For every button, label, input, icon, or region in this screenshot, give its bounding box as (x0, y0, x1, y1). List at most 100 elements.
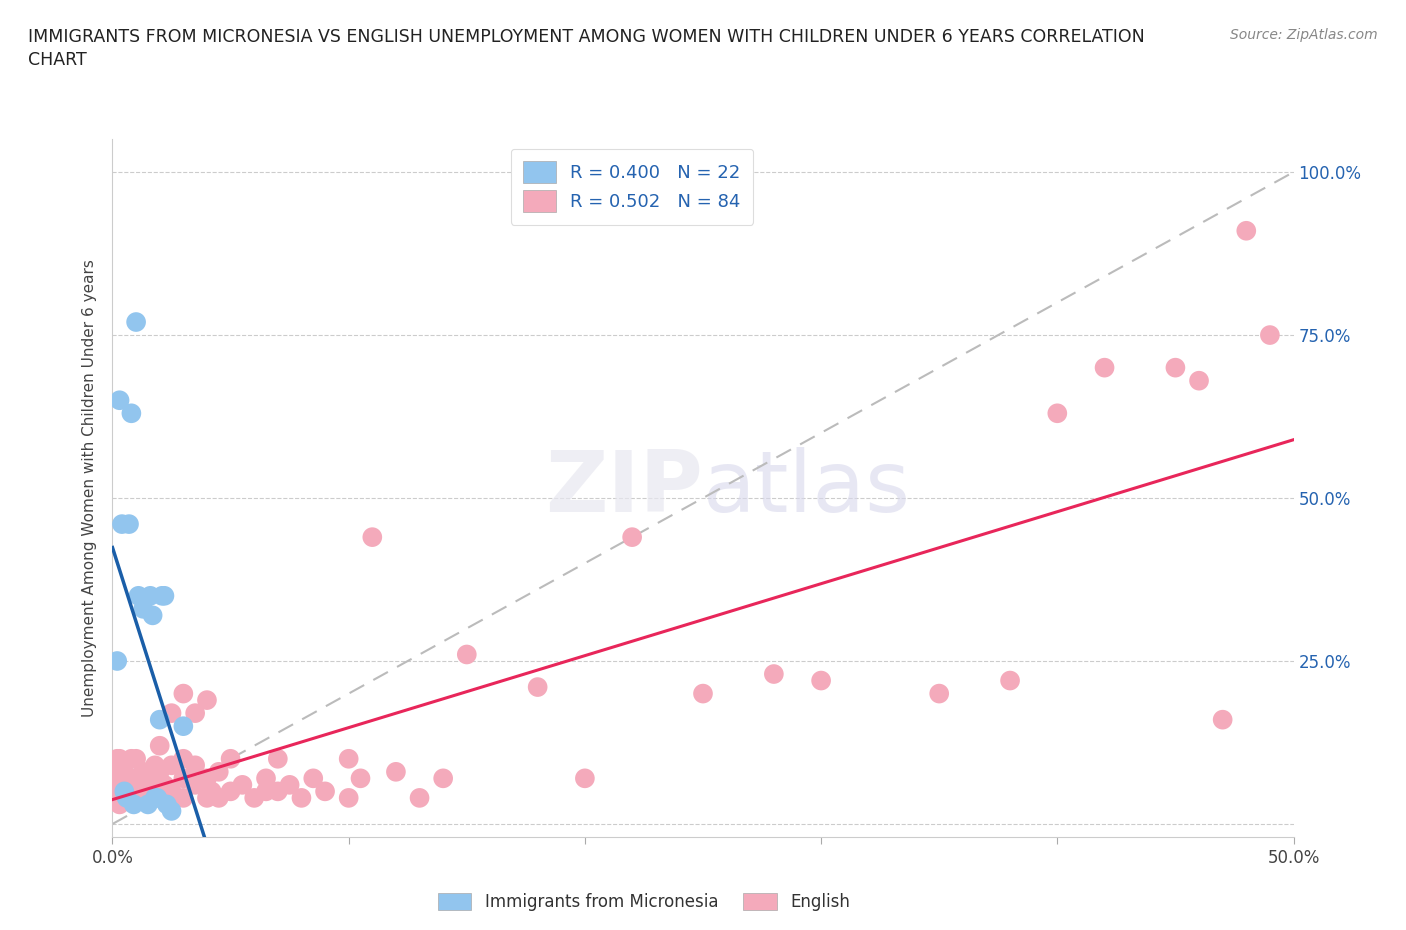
Point (1164, 360, 1187, 375)
Point (112, 758, 135, 773)
Point (208, 764, 231, 779)
Point (160, 758, 183, 773)
Point (762, 667, 785, 682)
Point (127, 589, 149, 604)
Point (156, 797, 179, 812)
Point (361, 530, 384, 545)
Y-axis label: Unemployment Among Women with Children Under 6 years: Unemployment Among Women with Children U… (82, 259, 97, 717)
Point (136, 797, 159, 812)
Point (105, 654, 128, 669)
Point (201, 784, 224, 799)
Point (125, 790, 148, 805)
Point (115, 771, 138, 786)
Point (150, 589, 173, 604)
Text: IMMIGRANTS FROM MICRONESIA VS ENGLISH UNEMPLOYMENT AMONG WOMEN WITH CHILDREN UND: IMMIGRANTS FROM MICRONESIA VS ENGLISH UN… (28, 28, 1144, 46)
Point (112, 784, 135, 799)
Point (1212, 712, 1234, 727)
Point (267, 784, 290, 799)
Point (243, 790, 266, 805)
Text: atlas: atlas (703, 446, 911, 530)
Point (621, 530, 644, 545)
Point (108, 784, 131, 799)
Point (184, 706, 207, 721)
Point (108, 797, 131, 812)
Point (928, 686, 950, 701)
Point (153, 777, 176, 792)
Point (105, 764, 128, 779)
Point (132, 602, 155, 617)
Point (172, 771, 194, 786)
Point (111, 517, 134, 532)
Point (172, 719, 194, 734)
Point (385, 764, 408, 779)
Point (195, 790, 218, 805)
Point (120, 405, 142, 420)
Point (302, 771, 325, 786)
Point (112, 777, 135, 792)
Point (111, 784, 134, 799)
Point (184, 777, 207, 792)
Text: ZIP: ZIP (546, 446, 703, 530)
Point (112, 790, 135, 805)
Point (115, 784, 138, 799)
Point (146, 790, 169, 805)
Point (692, 686, 714, 701)
Point (195, 771, 218, 786)
Legend: Immigrants from Micronesia, English: Immigrants from Micronesia, English (430, 884, 858, 920)
Point (149, 764, 172, 779)
Point (120, 751, 142, 766)
Point (337, 790, 360, 805)
Point (129, 784, 152, 799)
Point (208, 790, 231, 805)
Point (105, 751, 128, 766)
Point (231, 777, 253, 792)
Point (432, 771, 454, 786)
Point (108, 764, 131, 779)
Point (408, 790, 430, 805)
Point (142, 777, 165, 792)
Point (574, 771, 596, 786)
Point (278, 777, 301, 792)
Point (125, 314, 148, 329)
Text: CHART: CHART (28, 51, 87, 69)
Point (456, 647, 478, 662)
Point (143, 790, 166, 805)
Point (337, 751, 360, 766)
Point (254, 784, 277, 799)
Point (111, 758, 134, 773)
Point (267, 751, 290, 766)
Point (526, 680, 548, 695)
Point (149, 738, 172, 753)
Point (122, 784, 145, 799)
Point (125, 751, 148, 766)
Point (219, 784, 242, 799)
Point (108, 392, 131, 407)
Point (122, 797, 145, 812)
Point (195, 693, 218, 708)
Point (118, 777, 141, 792)
Point (290, 790, 312, 805)
Point (136, 784, 159, 799)
Point (108, 751, 131, 766)
Point (172, 751, 194, 766)
Point (132, 764, 155, 779)
Point (219, 751, 242, 766)
Point (172, 686, 194, 701)
Point (810, 673, 832, 688)
Point (1258, 327, 1281, 342)
Point (143, 758, 166, 773)
Point (139, 771, 162, 786)
Point (172, 790, 194, 805)
Point (104, 771, 127, 786)
Point (160, 706, 183, 721)
Point (153, 589, 176, 604)
Point (142, 608, 165, 623)
Point (149, 784, 172, 799)
Point (160, 804, 183, 818)
Point (1234, 223, 1257, 238)
Point (998, 673, 1021, 688)
Point (314, 784, 336, 799)
Point (1046, 405, 1069, 420)
Point (184, 758, 207, 773)
Point (105, 784, 128, 799)
